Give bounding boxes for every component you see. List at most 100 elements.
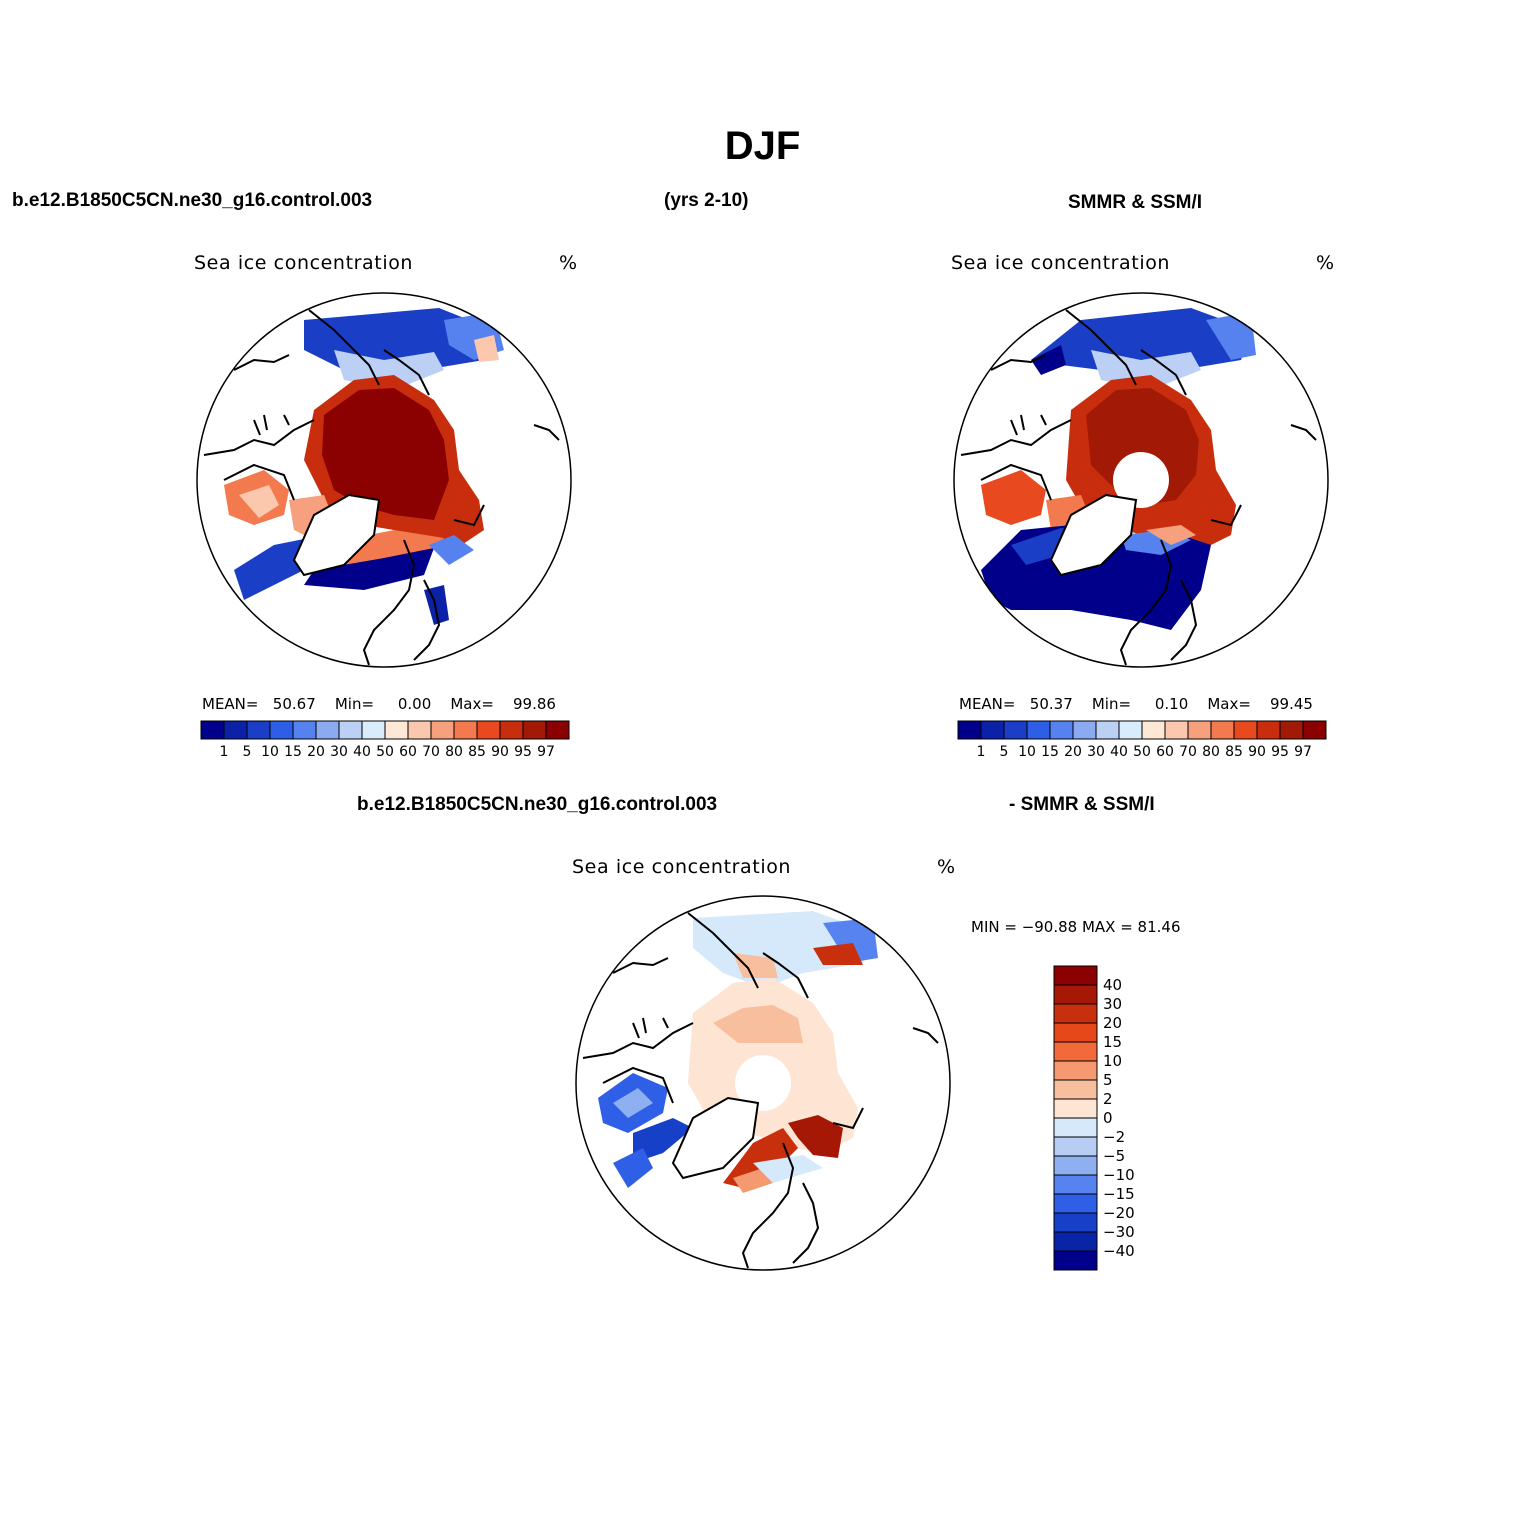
diff-colorbar-label: −5 <box>1103 1147 1125 1165</box>
colorbar-box <box>338 720 363 740</box>
colorbar-box <box>1302 720 1327 740</box>
colorbar-label: 15 <box>284 744 302 760</box>
colorbar-box <box>1233 720 1258 740</box>
colorbar-box <box>957 720 982 740</box>
diff-colorbar-box <box>1053 984 1098 1005</box>
colorbar-label: 95 <box>514 744 532 760</box>
colorbar-label: 15 <box>1041 744 1059 760</box>
colorbar-label: 10 <box>261 744 279 760</box>
colorbar-box <box>361 720 386 740</box>
diff-colorbar-label: −30 <box>1103 1223 1135 1241</box>
diff-colorbar-box <box>1053 1212 1098 1233</box>
model-case-header: b.e12.B1850C5CN.ne30_g16.control.003 <box>12 190 373 211</box>
colorbar-label: 20 <box>307 744 325 760</box>
colorbar-box <box>499 720 524 740</box>
colorbar-box <box>384 720 409 740</box>
colorbar-label: 1 <box>977 744 986 760</box>
colorbar-box <box>200 720 225 740</box>
diff-colorbar-label: −15 <box>1103 1185 1135 1203</box>
colorbar-box <box>1141 720 1166 740</box>
diff-colorbar-box <box>1053 1174 1098 1195</box>
model-stats: MEAN= 50.67 Min= 0.00 Max= 99.86 <box>202 695 556 713</box>
colorbar-box <box>292 720 317 740</box>
colorbar-label: 40 <box>1110 744 1128 760</box>
obs-plot-units: % <box>1316 252 1335 274</box>
colorbar-label: 70 <box>1179 744 1197 760</box>
obs-mean-label: MEAN= <box>959 695 1016 713</box>
colorbar-label: 5 <box>1000 744 1009 760</box>
diff-colorbar-box <box>1053 1098 1098 1119</box>
diff-colorbar-box <box>1053 1117 1098 1138</box>
diff-colorbar-box <box>1053 1079 1098 1100</box>
diff-colorbar-box <box>1053 965 1098 986</box>
obs-colorbar-boxes <box>957 720 1327 740</box>
page-title: DJF <box>724 124 801 168</box>
colorbar-label: 1 <box>220 744 229 760</box>
model-max-label: Max= <box>450 695 494 713</box>
colorbar-box <box>453 720 478 740</box>
diff-colorbar-box <box>1053 1231 1098 1252</box>
colorbar-label: 80 <box>445 744 463 760</box>
model-mean-label: MEAN= <box>202 695 259 713</box>
diff-colorbar-label: −2 <box>1103 1128 1125 1146</box>
diff-colorbar-label: −20 <box>1103 1204 1135 1222</box>
model-min-label: Min= <box>334 695 375 713</box>
diff-colorbar-box <box>1053 1041 1098 1062</box>
colorbar-label: 30 <box>1087 744 1105 760</box>
diff-colorbar-box <box>1053 1003 1098 1024</box>
diff-plot-units: % <box>937 856 956 878</box>
diff-colorbar-box <box>1053 1060 1098 1081</box>
obs-header: SMMR & SSM/I <box>1068 192 1203 213</box>
colorbar-label: 70 <box>422 744 440 760</box>
obs-mean-value: 50.37 <box>1029 695 1073 713</box>
colorbar-box <box>315 720 340 740</box>
colorbar-box <box>1279 720 1304 740</box>
obs-stats: MEAN= 50.37 Min= 0.10 Max= 99.45 <box>959 695 1313 713</box>
obs-polar-map <box>953 292 1329 668</box>
obs-min-label: Min= <box>1091 695 1132 713</box>
colorbar-label: 97 <box>1294 744 1312 760</box>
colorbar-box <box>246 720 271 740</box>
diff-colorbar-label: 2 <box>1103 1090 1113 1108</box>
diff-plot-title: Sea ice concentration <box>572 856 792 878</box>
colorbar-box <box>1026 720 1051 740</box>
colorbar-label: 60 <box>1156 744 1174 760</box>
diff-colorbar-box <box>1053 1136 1098 1157</box>
diff-colorbar-boxes <box>1053 965 1098 1271</box>
diff-minmax: MIN = −90.88 MAX = 81.46 <box>971 918 1181 936</box>
diff-colorbar-label: 5 <box>1103 1071 1113 1089</box>
colorbar-label: 40 <box>353 744 371 760</box>
colorbar-box <box>430 720 455 740</box>
diff-colorbar-label: 20 <box>1103 1014 1122 1032</box>
diff-colorbar-label: 15 <box>1103 1033 1122 1051</box>
colorbar-box <box>1095 720 1120 740</box>
colorbar-label: 50 <box>1133 744 1151 760</box>
diff-colorbar-label: 10 <box>1103 1052 1122 1070</box>
diff-colorbar-box <box>1053 1250 1098 1271</box>
colorbar-label: 90 <box>1248 744 1266 760</box>
colorbar-box <box>1187 720 1212 740</box>
colorbar-box <box>269 720 294 740</box>
colorbar-label: 95 <box>1271 744 1289 760</box>
diff-colorbar-label: −40 <box>1103 1242 1135 1260</box>
obs-min-value: 0.10 <box>1154 695 1189 713</box>
diff-colorbar-label: −10 <box>1103 1166 1135 1184</box>
colorbar-label: 5 <box>243 744 252 760</box>
colorbar-box <box>1256 720 1281 740</box>
obs-max-value: 99.45 <box>1270 695 1313 713</box>
colorbar-label: 90 <box>491 744 509 760</box>
colorbar-label: 60 <box>399 744 417 760</box>
diff-colorbar-box <box>1053 1193 1098 1214</box>
diff-colorbar-label: 40 <box>1103 976 1122 994</box>
obs-plot-title: Sea ice concentration <box>951 252 1171 274</box>
colorbar-box <box>223 720 248 740</box>
colorbar-box <box>476 720 501 740</box>
colorbar-box <box>545 720 570 740</box>
model-max-value: 99.86 <box>513 695 556 713</box>
obs-colorbar: 1 5 10 15 20 30 40 50 60 70 80 85 90 95 97 <box>957 720 1327 760</box>
colorbar-label: 20 <box>1064 744 1082 760</box>
model-colorbar-labels: 1 5 10 15 20 30 40 50 60 70 80 85 90 95 97 <box>220 744 555 760</box>
colorbar-label: 10 <box>1018 744 1036 760</box>
